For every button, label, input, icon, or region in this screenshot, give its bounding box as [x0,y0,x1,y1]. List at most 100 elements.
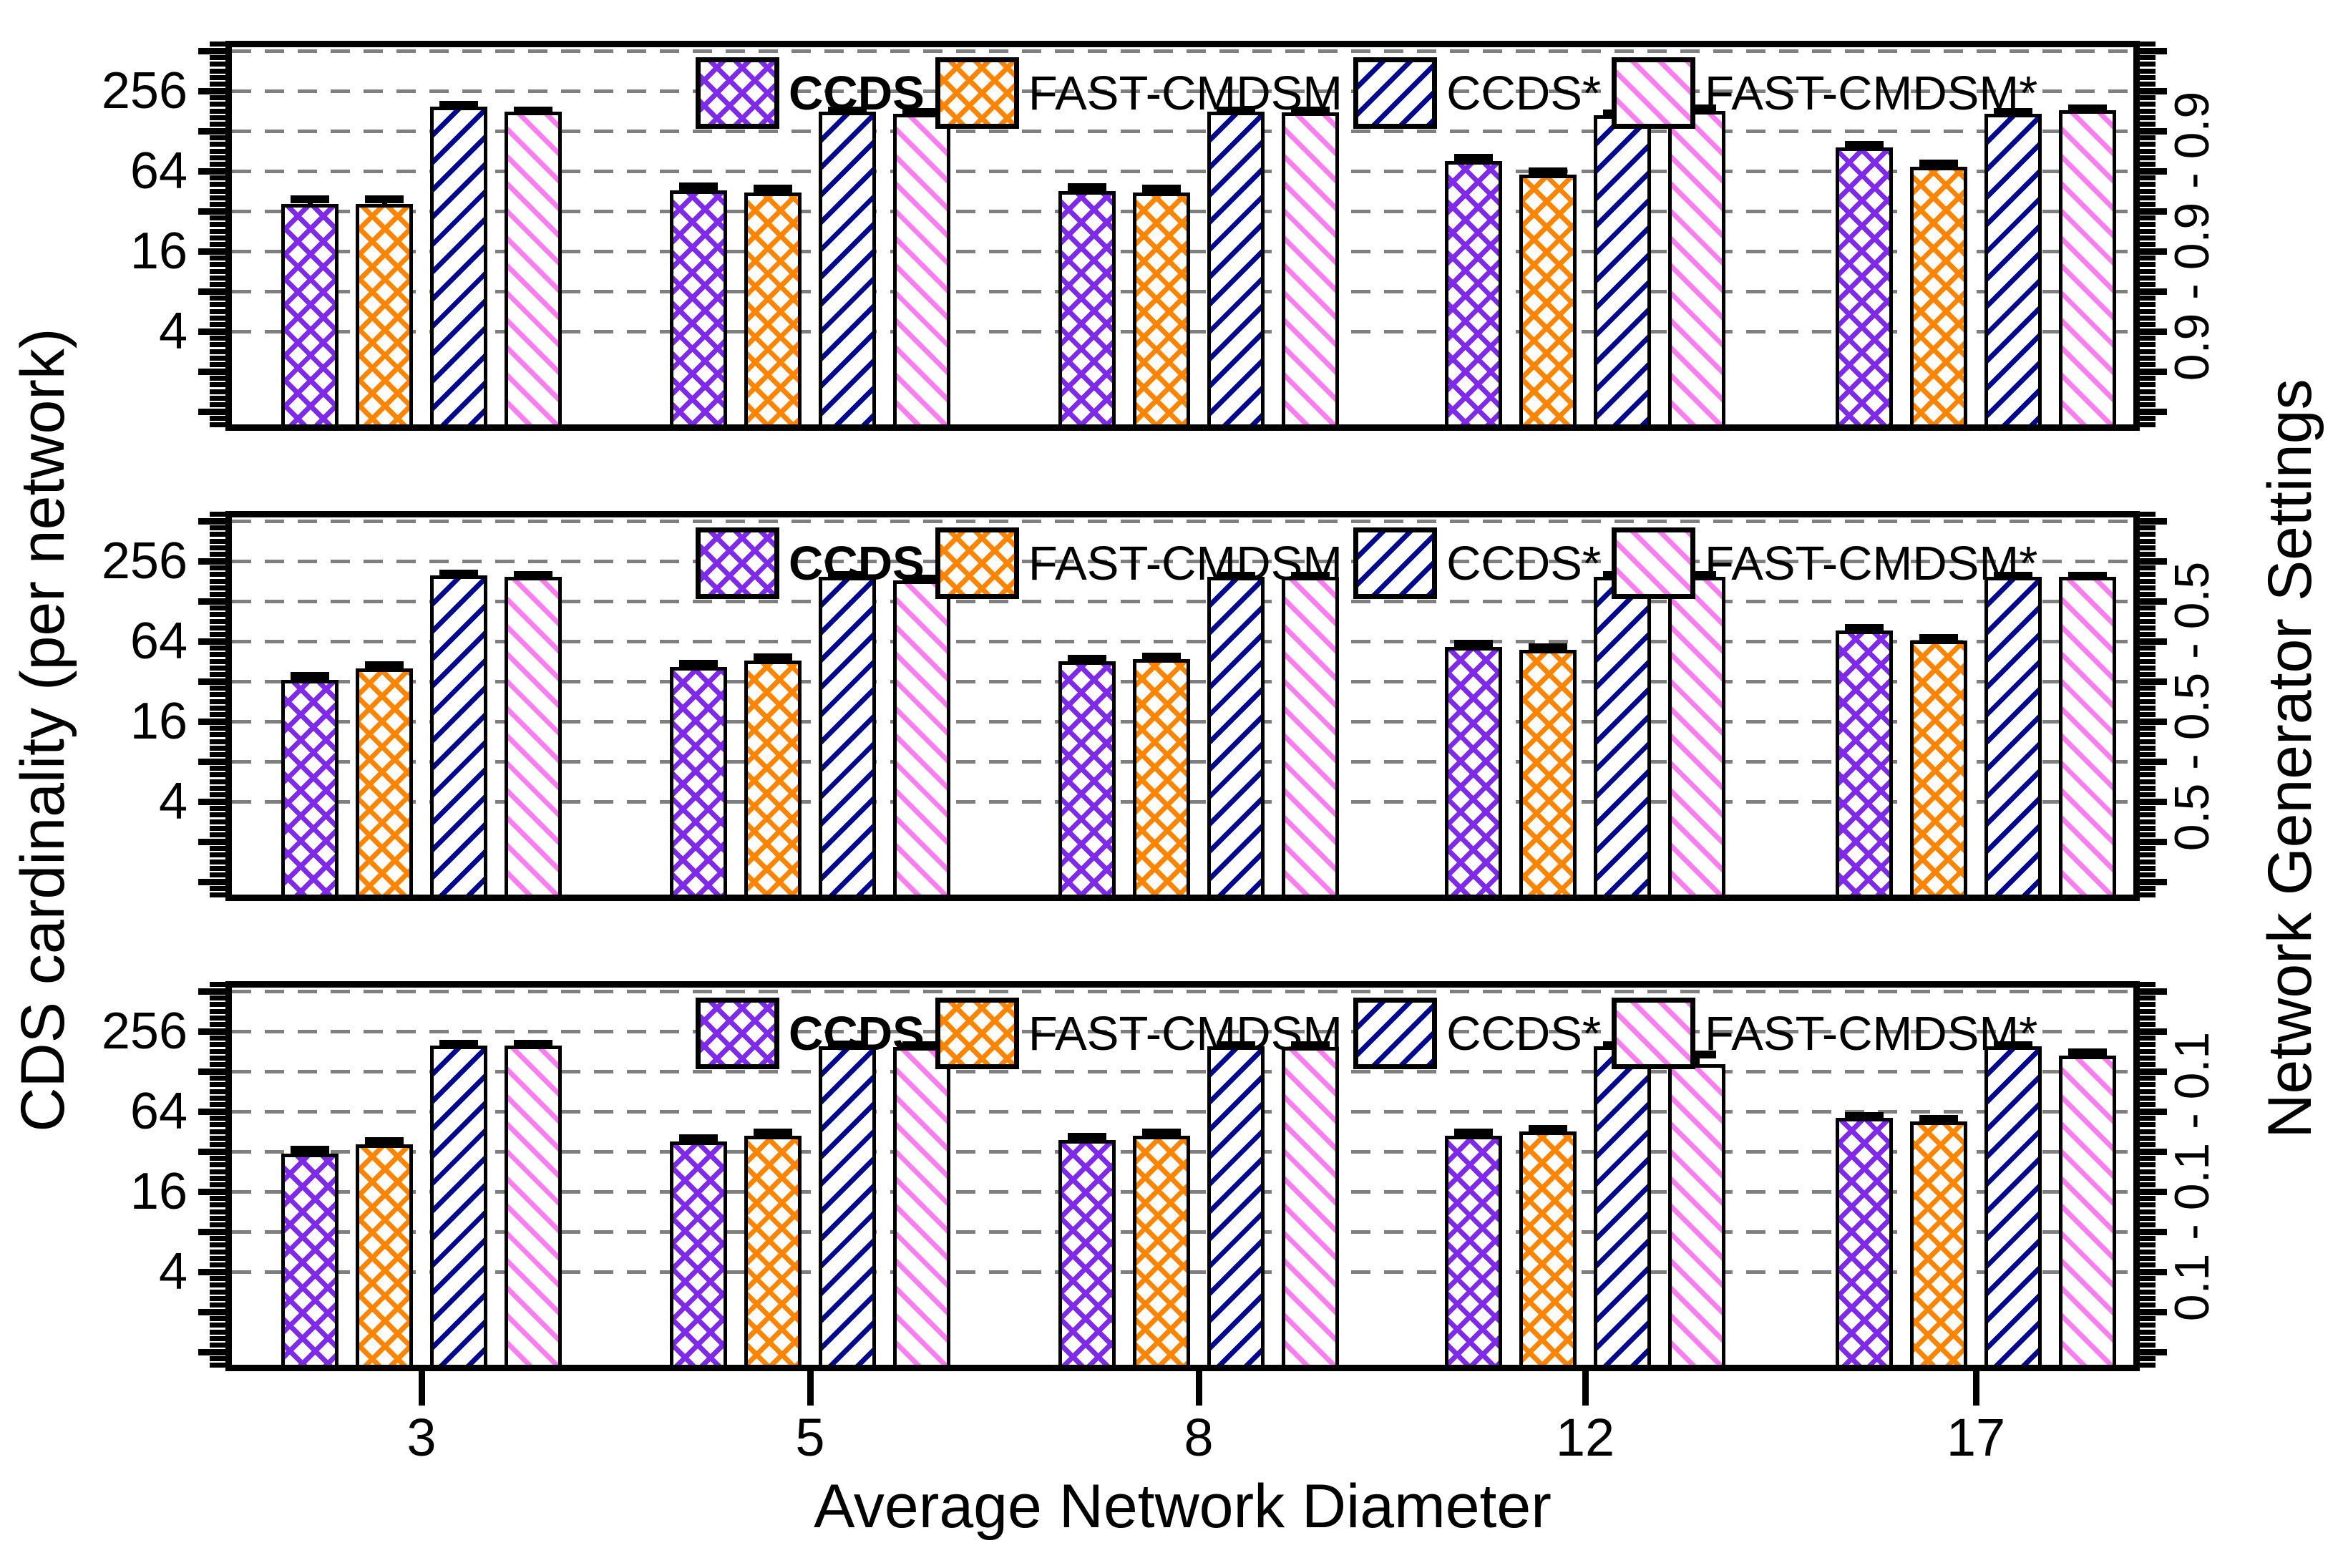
right-axis-tick [2140,1315,2156,1321]
error-bar-cap [439,101,478,109]
right-axis-tick [2140,1142,2156,1148]
error-bar-cap [1068,1132,1106,1141]
right-axis-tick [2140,665,2156,671]
legend-swatch-ccds [696,57,779,129]
y-axis-tick [210,1282,225,1288]
y-axis-tick [210,1015,225,1021]
right-axis-tick [2140,752,2156,758]
gridline [232,560,2133,563]
right-axis-tick [2140,982,2156,988]
legend-label: CCDS [789,66,925,120]
error-bar-cap [1677,104,1716,112]
bar-ccdsstar [819,576,876,895]
y-axis-tick [210,672,225,678]
right-axis-tick [2140,415,2156,421]
y-axis-tick [210,1249,225,1255]
error-bar-cap [1454,1129,1493,1137]
right-axis-tick [2140,872,2156,878]
right-axis-tick [2140,585,2156,590]
right-axis-tick [2140,248,2167,255]
right-axis-tick [2140,832,2156,838]
y-axis-tick [210,512,225,517]
error-bar-cap [1845,140,1884,149]
legend-label: FAST-CMDSM [1028,536,1343,590]
right-axis-tick [2140,82,2156,87]
right-axis-tick [2140,1089,2156,1094]
error-bar-cap [828,106,867,115]
y-axis-tick [210,545,225,550]
y-axis-tick [210,1162,225,1168]
right-axis-tick [2140,167,2167,175]
right-axis-tick [2140,865,2156,871]
y-axis-tick [210,395,225,401]
y-axis-tick [210,1235,225,1241]
right-axis-tick [2140,368,2167,375]
y-axis-tick [210,618,225,624]
y-axis-tick [210,872,225,878]
y-axis-tick [198,1028,225,1035]
y-axis-tick [210,195,225,200]
y-axis-tick [210,54,225,60]
error-bar-cap [1845,1111,1884,1120]
legend-swatch-fast-cmdsm [935,998,1019,1069]
y-axis-tick [210,242,225,248]
y-axis-tick [210,375,225,381]
y-axis-tick [210,262,225,268]
y-axis-tick [210,1082,225,1088]
bar-ccds [1058,1140,1116,1365]
error-bar-cap [439,1040,478,1048]
bar-ccdsstar [819,1046,876,1365]
right-axis-tick [2140,678,2167,685]
right-axis-tick [2140,739,2156,744]
legend-swatch-fast-cmdsm [935,527,1019,599]
bar-fast-cmdsm [1910,640,1967,895]
right-axis-tick [2140,1015,2156,1021]
y-axis-tick [210,342,225,348]
right-axis-tick [2140,102,2156,107]
gridline [232,1110,2133,1114]
right-axis-tick [2140,422,2156,428]
right-axis-tick [2140,672,2156,678]
right-axis-tick [2140,592,2156,598]
right-axis-tick [2140,598,2167,605]
error-bar-cap [1919,160,1958,168]
y-axis-tick [210,422,225,428]
error-bar-cap [1529,643,1567,652]
y-axis-tick [210,712,225,718]
bar-ccdsstar [1984,114,2042,424]
y-axis-tick [210,1155,225,1161]
legend-swatch-fast-cmdsmstar [1612,57,1696,129]
y-tick-label: 4 [158,303,187,360]
right-axis-tick [2140,572,2156,578]
bar-ccdsstar [1984,1046,2042,1365]
legend-swatch-fast-cmdsmstar [1612,527,1696,599]
right-axis-tick [2140,1289,2156,1295]
error-bar-cap [2068,571,2107,580]
y-axis-tick [210,382,225,388]
right-axis-tick [2140,1295,2156,1301]
y-axis-tick [210,845,225,851]
right-axis-tick [2140,382,2156,388]
gridline [232,1070,2133,1073]
right-axis-tick [2140,785,2156,791]
right-axis-tick [2140,1308,2167,1315]
right-axis-tick [2140,852,2156,858]
bar-ccds [281,204,338,424]
y-axis-tick [210,1035,225,1041]
bar-fast-cmdsm [1519,175,1577,424]
right-axis-tick [2140,395,2156,401]
right-axis-tick [2140,362,2156,368]
bar-fast-cmdsmstar [1282,112,1339,424]
right-axis-tick [2140,512,2156,517]
y-axis-tick [210,685,225,691]
legend-label: CCDS* [1446,1006,1602,1061]
legend-item: CCDS* [1353,527,1601,599]
right-axis-tick [2140,268,2156,274]
error-bar-cap [1994,108,2032,117]
right-axis-tick [2140,295,2156,301]
bar-fast-cmdsm [1133,658,1190,895]
right-axis-tick [2140,625,2156,630]
y-axis-tick [210,1343,225,1348]
legend-item: CCDS [696,57,925,129]
y-axis-tick [210,1095,225,1101]
